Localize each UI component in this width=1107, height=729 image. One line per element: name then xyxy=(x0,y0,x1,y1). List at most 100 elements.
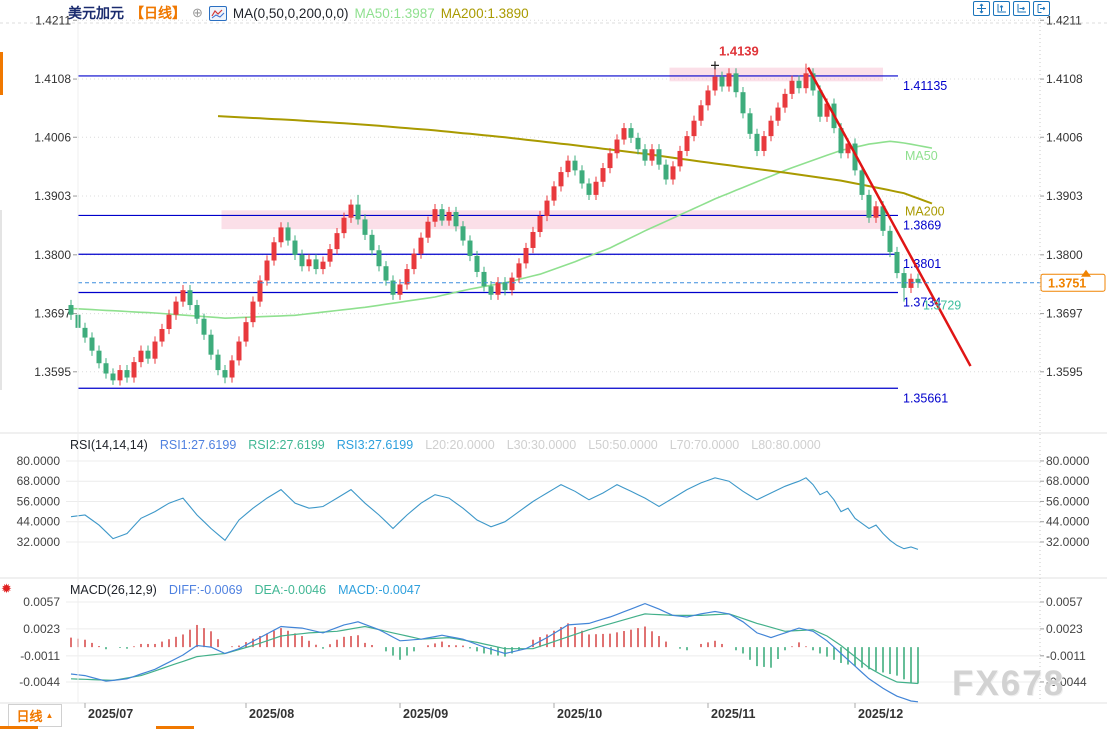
candle-body xyxy=(208,334,214,355)
rsi-header-item: L70:70.0000 xyxy=(669,438,740,452)
candle-body xyxy=(376,250,382,267)
indicator-chart-icon[interactable] xyxy=(208,5,227,21)
candle-body xyxy=(761,136,767,151)
candle-body xyxy=(285,227,291,241)
macd-axis-label-left: 0.0023 xyxy=(23,622,60,636)
candle-body xyxy=(607,153,613,169)
candle-body xyxy=(579,170,585,184)
candle-body xyxy=(740,92,746,114)
left-edge-scrollbar[interactable] xyxy=(0,210,2,390)
candle-body xyxy=(852,143,858,171)
candle-body xyxy=(257,280,263,302)
rsi-axis-label-left: 44.0000 xyxy=(17,515,61,529)
downtrend-line xyxy=(807,67,972,367)
y-axis-label-left: 1.3697 xyxy=(34,307,71,321)
candle-body xyxy=(110,373,116,381)
y-axis-label-right: 1.4211 xyxy=(1046,13,1082,27)
scrollbar-segment[interactable] xyxy=(0,726,38,729)
rsi-axis-label-left: 80.0000 xyxy=(17,454,61,468)
y-axis-label-left: 1.4006 xyxy=(34,130,71,144)
candle-body xyxy=(131,362,137,378)
candle-body xyxy=(726,73,732,87)
period-tab[interactable]: 日线 ▲ xyxy=(8,704,62,727)
collapse-indicator-icon[interactable]: ⊕ xyxy=(192,5,203,20)
candle-body xyxy=(859,170,865,195)
y-axis-label-left: 1.3800 xyxy=(34,248,71,262)
y-axis-label-right: 1.3903 xyxy=(1046,189,1083,203)
scrollbar-segment[interactable] xyxy=(156,726,194,729)
candle-body xyxy=(138,350,144,363)
macd-axis-label-right: 0.0057 xyxy=(1046,595,1083,609)
candle-body xyxy=(383,266,389,281)
macd-header-item: MACD:-0.0047 xyxy=(338,583,421,597)
supply-demand-zone xyxy=(669,67,883,82)
candle-body xyxy=(68,305,74,315)
go-to-latest-icon[interactable] xyxy=(1033,1,1050,16)
candle-body xyxy=(278,227,284,243)
candle-body xyxy=(474,255,480,272)
candle-body xyxy=(243,322,249,342)
rsi-axis-label-left: 32.0000 xyxy=(17,535,61,549)
price-level-label: 1.3734 xyxy=(903,295,941,309)
candle-body xyxy=(572,160,578,171)
candle-body xyxy=(873,206,879,218)
candle-body xyxy=(817,90,823,117)
candle-body xyxy=(691,120,697,137)
candles xyxy=(68,61,921,386)
candle-body xyxy=(187,290,193,306)
candle-body xyxy=(82,327,88,338)
candle-body xyxy=(558,172,564,187)
rsi-axis-label-right: 32.0000 xyxy=(1046,535,1090,549)
candle-body xyxy=(173,301,179,315)
candle-body xyxy=(355,204,361,220)
pan-tool-icon[interactable] xyxy=(973,1,990,16)
rsi-header-item: L20:20.0000 xyxy=(425,438,495,452)
candle-body xyxy=(488,286,494,295)
last-price-tag-box xyxy=(1040,273,1106,292)
x-axis-scale-icon[interactable] xyxy=(1013,1,1030,16)
price-level-label: 1.41135 xyxy=(903,79,947,93)
candle-body xyxy=(810,73,816,91)
rsi-header-item: RSI3:27.6199 xyxy=(336,438,414,452)
macd-axis-label-right: 0.0023 xyxy=(1046,622,1083,636)
candle-body xyxy=(432,209,438,222)
candle-body xyxy=(250,301,256,323)
candle-body xyxy=(600,168,606,182)
macd-axis-label-left: 0.0057 xyxy=(23,595,60,609)
candle-body xyxy=(117,370,123,381)
candle-body xyxy=(670,166,676,180)
candle-body xyxy=(880,206,886,231)
candle-body xyxy=(635,137,641,150)
candle-body xyxy=(901,273,907,288)
y-axis-scale-icon[interactable] xyxy=(993,1,1010,16)
price-level-label: 1.3801 xyxy=(903,257,941,271)
candle-body xyxy=(649,149,655,161)
rsi-indicator-header: RSI(14,14,14) RSI1:27.6199 RSI2:27.6199 RS… xyxy=(70,438,821,452)
candle-body xyxy=(824,103,830,117)
ma50-line-tag: MA50 xyxy=(905,149,938,163)
candle-body xyxy=(642,149,648,161)
dea-line xyxy=(70,613,919,685)
candle-body xyxy=(390,280,396,295)
up-arrow-marker xyxy=(1081,269,1091,277)
diff-line xyxy=(70,602,919,703)
candle-body xyxy=(719,76,725,87)
candle-body xyxy=(677,150,683,167)
candle-body xyxy=(362,219,368,235)
candle-body xyxy=(446,212,452,221)
period-label: 【日线】 xyxy=(130,5,186,21)
candle-body xyxy=(782,93,788,108)
candle-body xyxy=(404,269,410,285)
candle-body xyxy=(614,139,620,154)
y-axis-label-left: 1.3595 xyxy=(34,365,71,379)
y-axis-label-right: 1.4108 xyxy=(1046,72,1083,86)
candle-body xyxy=(425,221,431,238)
candle-body xyxy=(803,73,809,89)
candle-body xyxy=(215,354,221,371)
last-price-tag: 1.3751 xyxy=(1048,276,1086,290)
x-axis-month-label: 2025/11 xyxy=(711,707,756,721)
candle-body xyxy=(124,370,130,378)
y-axis-label-right: 1.3697 xyxy=(1046,307,1083,321)
